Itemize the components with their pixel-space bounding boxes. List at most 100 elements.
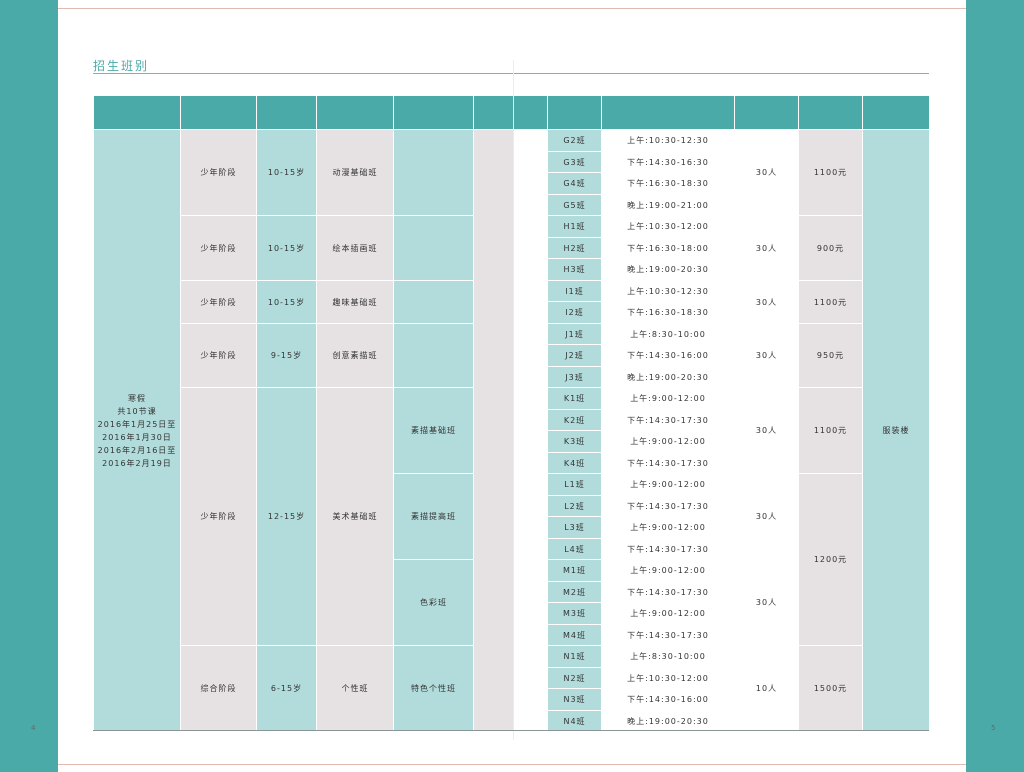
session-time-cell: 下午:14:30-16:00: [602, 689, 734, 710]
price-cell: 900元: [799, 216, 862, 280]
header-cell: [735, 96, 798, 129]
class-code-cell: N3班: [548, 689, 601, 710]
session-time-cell: 下午:16:30-18:30: [602, 173, 734, 194]
session-time-cell: 上午:8:30-10:00: [602, 324, 734, 344]
class-code-cell: H2班: [548, 238, 601, 258]
price-cell: 1100元: [799, 281, 862, 323]
session-time-cell: 上午:9:00-12:00: [602, 474, 734, 495]
course-cell: 绘本插画班: [317, 216, 393, 280]
session-time-cell: 上午:9:00-12:00: [602, 517, 734, 538]
header-cell: [257, 96, 316, 129]
class-code-cell: N4班: [548, 711, 601, 731]
session-time-cell: 上午:9:00-12:00: [602, 603, 734, 624]
sub-course-cell: 素描基础班: [394, 388, 473, 473]
term-cell: 寒假 共10节课 2016年1月25日至 2016年1月30日 2016年2月1…: [94, 130, 180, 731]
sub-course-cell: 特色个性班: [394, 646, 473, 731]
session-time-cell: 晚上:19:00-21:00: [602, 195, 734, 215]
class-code-cell: J2班: [548, 345, 601, 366]
capacity-cell: 30人: [735, 324, 798, 387]
stage-cell: 综合阶段: [181, 646, 256, 731]
title-underline: [93, 73, 929, 74]
location-cell: 服装楼: [863, 130, 929, 731]
class-code-cell: H1班: [548, 216, 601, 237]
class-code-cell: M1班: [548, 560, 601, 581]
session-time-cell: 下午:14:30-16:30: [602, 152, 734, 172]
age-cell: 6-15岁: [257, 646, 316, 731]
class-code-cell: L3班: [548, 517, 601, 538]
session-time-cell: 上午:9:00-12:00: [602, 560, 734, 581]
header-cell: [514, 96, 547, 129]
course-cell: 趣味基础班: [317, 281, 393, 323]
class-code-cell: G2班: [548, 130, 601, 151]
session-time-cell: 晚上:19:00-20:30: [602, 711, 734, 731]
sub-course-cell: [394, 281, 473, 323]
header-cell: [181, 96, 256, 129]
session-time-cell: 下午:16:30-18:30: [602, 302, 734, 323]
class-code-cell: H3班: [548, 259, 601, 280]
price-cell: 1200元: [799, 474, 862, 645]
class-code-cell: J1班: [548, 324, 601, 344]
class-code-cell: G4班: [548, 173, 601, 194]
class-code-cell: L4班: [548, 539, 601, 559]
session-time-cell: 晚上:19:00-20:30: [602, 259, 734, 280]
table-bottom-rule: [93, 730, 929, 731]
class-code-cell: J3班: [548, 367, 601, 387]
class-code-cell: M4班: [548, 625, 601, 645]
session-time-cell: 上午:10:30-12:00: [602, 668, 734, 688]
price-cell: 1100元: [799, 130, 862, 215]
class-code-cell: N2班: [548, 668, 601, 688]
session-time-cell: 上午:10:30-12:00: [602, 216, 734, 237]
stage-cell: 少年阶段: [181, 281, 256, 323]
session-time-cell: 下午:14:30-17:30: [602, 453, 734, 473]
header-cell: [94, 96, 180, 129]
stage-cell: 少年阶段: [181, 324, 256, 387]
capacity-cell: 30人: [735, 216, 798, 280]
session-time-cell: 上午:8:30-10:00: [602, 646, 734, 667]
session-time-cell: 下午:14:30-17:30: [602, 496, 734, 516]
class-code-cell: L2班: [548, 496, 601, 516]
session-time-cell: 上午:9:00-12:00: [602, 388, 734, 409]
capacity-cell: 10人: [735, 646, 798, 731]
session-time-cell: 下午:14:30-16:00: [602, 345, 734, 366]
course-cell: 个性班: [317, 646, 393, 731]
age-cell: 10-15岁: [257, 281, 316, 323]
session-time-cell: 上午:10:30-12:30: [602, 130, 734, 151]
header-cell: [602, 96, 734, 129]
class-code-cell: L1班: [548, 474, 601, 495]
session-time-cell: 上午:9:00-12:00: [602, 431, 734, 452]
sub-course-cell: [394, 216, 473, 280]
price-cell: 1500元: [799, 646, 862, 731]
blank-column-cell: [474, 130, 513, 731]
capacity-cell: 30人: [735, 560, 798, 645]
session-time-cell: 下午:14:30-17:30: [602, 625, 734, 645]
blank-column-cell: [514, 130, 547, 731]
stage-cell: 少年阶段: [181, 388, 256, 645]
class-code-cell: I1班: [548, 281, 601, 301]
session-time-cell: 下午:16:30-18:00: [602, 238, 734, 258]
sub-course-cell: [394, 324, 473, 387]
capacity-cell: 30人: [735, 281, 798, 323]
stage-cell: 少年阶段: [181, 216, 256, 280]
sub-course-cell: 素描提高班: [394, 474, 473, 559]
course-cell: 动漫基础班: [317, 130, 393, 215]
class-code-cell: K3班: [548, 431, 601, 452]
class-code-cell: K4班: [548, 453, 601, 473]
sub-course-cell: 色彩班: [394, 560, 473, 645]
header-cell: [863, 96, 929, 129]
class-code-cell: K1班: [548, 388, 601, 409]
class-code-cell: M2班: [548, 582, 601, 602]
session-time-cell: 下午:14:30-17:30: [602, 582, 734, 602]
class-code-cell: I2班: [548, 302, 601, 323]
course-cell: 创意素描班: [317, 324, 393, 387]
page-gutter-line: [513, 60, 514, 740]
header-cell: [548, 96, 601, 129]
capacity-cell: 30人: [735, 130, 798, 215]
right-page-margin-bar: [966, 0, 1024, 772]
header-cell: [799, 96, 862, 129]
page-title: 招生班别: [93, 59, 150, 73]
session-time-cell: 下午:14:30-17:30: [602, 410, 734, 430]
capacity-cell: 30人: [735, 474, 798, 559]
capacity-cell: 30人: [735, 388, 798, 473]
class-code-cell: N1班: [548, 646, 601, 667]
session-time-cell: 上午:10:30-12:30: [602, 281, 734, 301]
